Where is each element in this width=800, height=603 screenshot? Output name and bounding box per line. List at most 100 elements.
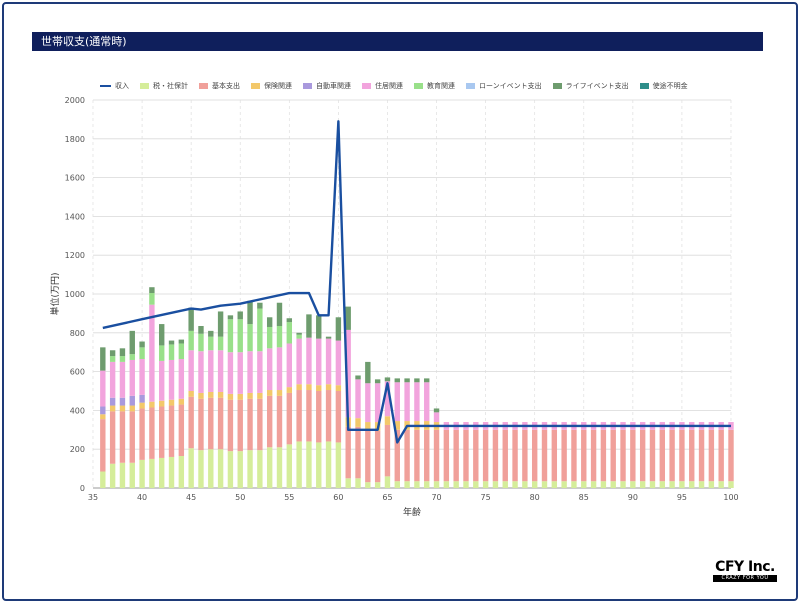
- bar-segment-tax: [345, 478, 351, 488]
- bar-segment-insurance: [286, 387, 293, 393]
- bar-segment-education: [159, 345, 165, 361]
- legend-item-basic[interactable]: 基本支出: [199, 81, 240, 91]
- bar-segment-life-event: [109, 350, 116, 357]
- bar-segment-tax: [669, 481, 675, 488]
- legend-item-tax[interactable]: 税・社保計: [140, 81, 188, 91]
- bar-segment-basic: [178, 404, 185, 456]
- bar-segment-life-event: [178, 339, 185, 344]
- y-tick-label: 600: [70, 368, 85, 377]
- bar-segment-life-event: [355, 375, 361, 380]
- bar-segment-housing: [306, 337, 312, 385]
- bar-segment-housing: [247, 351, 253, 393]
- bar-segment-life-event: [129, 330, 135, 355]
- y-tick-label: 1000: [65, 290, 85, 299]
- bar-segment-life-event: [217, 311, 224, 337]
- bar-segment-basic: [512, 429, 518, 482]
- bar-segment-housing: [276, 347, 283, 391]
- bar-segment-car: [119, 397, 126, 406]
- bar-segment-housing: [384, 381, 391, 417]
- legend-item-life-event[interactable]: ライフイベント支出: [552, 81, 629, 91]
- bar-segment-basic: [679, 429, 685, 482]
- bar-segment-tax: [620, 481, 626, 488]
- bar-segment-life-event: [266, 317, 273, 327]
- bar-segment-tax: [718, 481, 724, 488]
- bar-segment-basic: [561, 429, 567, 482]
- legend-label: ローンイベント支出: [479, 82, 542, 90]
- bar-segment-tax: [561, 481, 567, 488]
- bar-segment-housing: [149, 304, 155, 402]
- y-tick-label: 1400: [65, 212, 85, 221]
- bar-segment-basic: [100, 419, 106, 472]
- bar-segment-housing: [227, 352, 234, 394]
- bar-segment-life-event: [433, 408, 440, 413]
- bar-segment-life-event: [257, 302, 263, 309]
- bar-segment-basic: [159, 406, 165, 458]
- bar-segment-tax: [286, 444, 293, 488]
- bar-segment-education: [276, 326, 283, 348]
- x-tick-label: 100: [723, 493, 738, 502]
- bar-segment-tax: [119, 462, 126, 488]
- chart-legend: 収入 税・社保計 基本支出 保険関連 自動車関連 住居関連 教育関連 ローンイベ…: [100, 79, 699, 93]
- bar-segment-housing: [286, 343, 293, 388]
- bar-segment-insurance: [384, 416, 391, 425]
- bar-segment-life-event: [345, 306, 351, 330]
- bar-segment-education: [149, 293, 155, 305]
- bar-segment-basic: [355, 426, 361, 479]
- bar-segment-tax: [639, 481, 646, 488]
- bar-segment-tax: [698, 481, 705, 488]
- bar-segment-housing: [129, 359, 135, 396]
- bar-segment-basic: [708, 429, 715, 482]
- bar-segment-tax: [482, 481, 489, 488]
- legend-swatch-insurance: [251, 83, 260, 89]
- bar-segment-basic: [345, 426, 351, 479]
- bar-segment-basic: [217, 397, 224, 450]
- bar-segment-tax: [247, 450, 253, 488]
- bar-segment-housing: [198, 351, 204, 393]
- bar-segment-tax: [198, 450, 204, 488]
- y-tick-label: 1200: [65, 251, 85, 260]
- bar-segment-insurance: [306, 384, 312, 391]
- bar-segment-tax: [463, 481, 469, 488]
- bar-segment-life-event: [198, 326, 204, 334]
- bar-segment-tax: [325, 441, 332, 488]
- bar-segment-life-event: [365, 361, 371, 384]
- bar-segment-education: [257, 308, 263, 352]
- bar-segment-housing: [266, 348, 273, 391]
- legend-item-income[interactable]: 収入: [100, 81, 129, 91]
- legend-item-loan[interactable]: ローンイベント支出: [466, 81, 542, 91]
- bar-segment-tax: [355, 478, 361, 488]
- bar-segment-insurance: [296, 384, 302, 391]
- y-tick-label: 800: [70, 329, 85, 338]
- bar-segment-basic: [149, 407, 155, 459]
- x-tick-label: 45: [186, 493, 196, 502]
- legend-item-unknown[interactable]: 使途不明金: [639, 81, 688, 91]
- bar-segment-basic: [649, 429, 656, 482]
- bar-segment-basic: [286, 392, 293, 445]
- bar-segment-basic: [109, 411, 116, 464]
- section-title: 世帯収支(通常時): [32, 32, 763, 51]
- bar-segment-basic: [610, 429, 616, 482]
- legend-swatch-housing: [362, 83, 371, 89]
- bar-segment-basic: [600, 429, 607, 482]
- income-line: [102, 120, 731, 444]
- legend-item-insurance[interactable]: 保険関連: [251, 81, 292, 91]
- x-tick-label: 65: [382, 493, 392, 502]
- bar-segment-basic: [188, 396, 194, 449]
- bar-segment-life-event: [149, 287, 155, 294]
- bar-segment-tax: [109, 463, 116, 488]
- bar-segment-life-event: [325, 336, 332, 339]
- bar-segment-education: [198, 333, 204, 352]
- bar-segment-life-event: [247, 300, 253, 325]
- legend-item-education[interactable]: 教育関連: [414, 81, 455, 91]
- bar-segment-tax: [679, 481, 685, 488]
- bar-segment-life-event: [208, 330, 214, 337]
- bar-segment-tax: [404, 481, 410, 488]
- bar-segment-basic: [482, 429, 489, 482]
- legend-swatch-unknown: [639, 83, 649, 89]
- bar-segment-housing: [325, 338, 332, 385]
- legend-item-housing[interactable]: 住居関連: [362, 81, 403, 91]
- bar-segment-tax: [257, 450, 263, 488]
- legend-item-car[interactable]: 自動車関連: [303, 81, 351, 91]
